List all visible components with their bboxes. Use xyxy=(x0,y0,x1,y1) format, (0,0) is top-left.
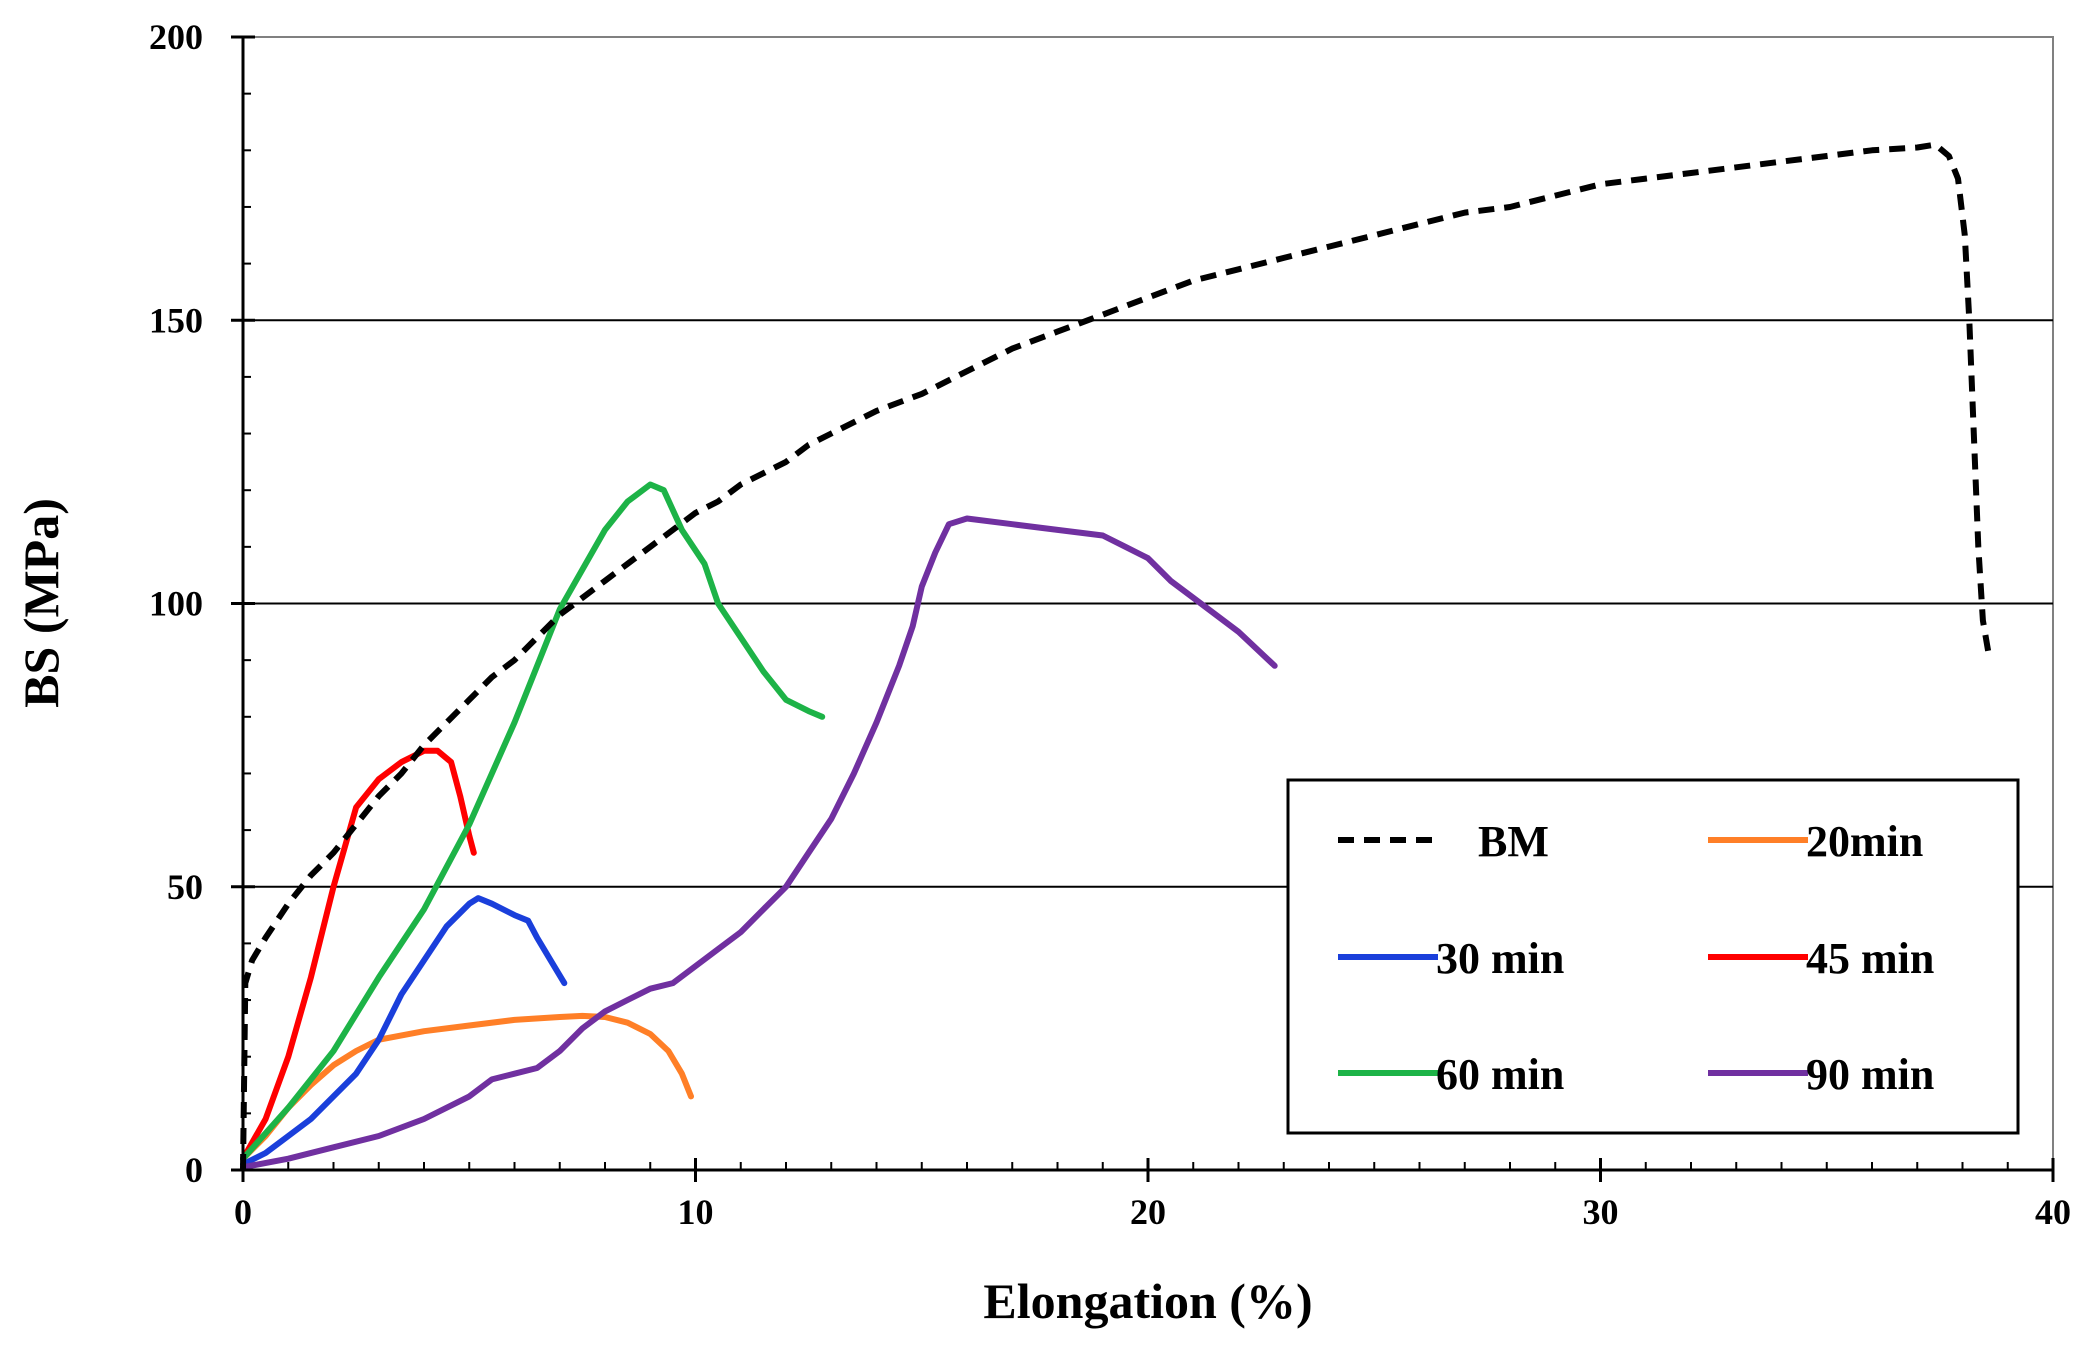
x-tick-label: 30 xyxy=(1583,1192,1619,1232)
series-line-60-min xyxy=(240,481,826,1162)
legend-label: 30 min xyxy=(1436,934,1564,983)
legend: BM 20min 30 min 45 min 60 min 90 min xyxy=(1286,778,2020,1135)
series-line-45-min xyxy=(240,747,477,1162)
legend-label: 20min xyxy=(1806,817,1923,866)
series-line-30-min xyxy=(240,895,568,1168)
x-axis-title: Elongation (%) xyxy=(983,1273,1312,1329)
x-tick-label: 10 xyxy=(678,1192,714,1232)
y-axis-title: BS (MPa) xyxy=(13,498,69,708)
y-tick-label: 100 xyxy=(149,584,203,624)
y-tick-label: 200 xyxy=(149,17,203,57)
x-ticks: 0 10 20 30 40 xyxy=(234,1158,2071,1232)
series-layer xyxy=(240,141,1993,1171)
y-ticks: 0 50 100 150 200 xyxy=(149,17,255,1190)
x-tick-label: 20 xyxy=(1130,1192,1166,1232)
legend-label: 45 min xyxy=(1806,934,1934,983)
legend-label: 60 min xyxy=(1436,1050,1564,1099)
y-tick-label: 150 xyxy=(149,300,203,340)
series-line-90-min xyxy=(240,515,1278,1171)
y-tick-label: 0 xyxy=(185,1150,203,1190)
x-tick-label: 0 xyxy=(234,1192,252,1232)
legend-label: 90 min xyxy=(1806,1050,1934,1099)
x-tick-label: 40 xyxy=(2035,1192,2071,1232)
legend-label: BM xyxy=(1478,817,1549,866)
y-tick-label: 50 xyxy=(167,867,203,907)
series-line-bm xyxy=(240,141,1993,1171)
